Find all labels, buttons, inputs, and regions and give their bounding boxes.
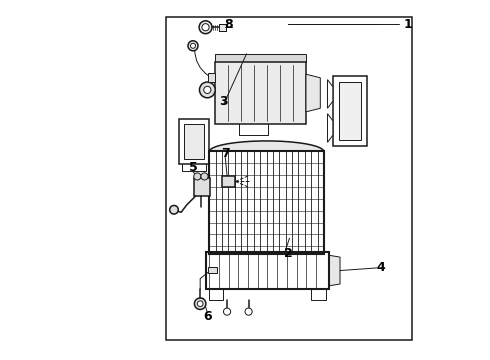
Circle shape	[197, 301, 203, 307]
Polygon shape	[339, 82, 361, 140]
Text: 4: 4	[377, 261, 386, 274]
Text: 1: 1	[404, 18, 413, 31]
Bar	[208, 267, 217, 273]
Circle shape	[191, 43, 196, 48]
Polygon shape	[209, 151, 324, 253]
Polygon shape	[327, 114, 333, 142]
Bar	[221, 176, 235, 187]
Polygon shape	[329, 255, 340, 286]
Polygon shape	[215, 62, 306, 125]
Polygon shape	[306, 74, 320, 112]
Polygon shape	[333, 76, 367, 146]
Bar	[219, 24, 225, 31]
Circle shape	[199, 82, 215, 98]
Circle shape	[199, 21, 212, 34]
Polygon shape	[179, 119, 209, 164]
Circle shape	[223, 308, 231, 315]
Text: 6: 6	[203, 310, 212, 323]
Text: 7: 7	[221, 147, 230, 159]
Circle shape	[204, 86, 211, 94]
Circle shape	[170, 206, 178, 214]
Circle shape	[194, 173, 201, 180]
Text: 5: 5	[189, 161, 197, 174]
Bar	[166, 17, 412, 339]
Text: 2: 2	[284, 247, 293, 260]
Polygon shape	[209, 141, 324, 152]
Polygon shape	[184, 124, 204, 159]
Bar	[208, 73, 215, 82]
Polygon shape	[205, 252, 329, 289]
Bar	[194, 178, 210, 196]
Polygon shape	[311, 289, 326, 300]
Circle shape	[188, 41, 198, 51]
Circle shape	[245, 308, 252, 315]
Circle shape	[201, 173, 208, 180]
Text: 8: 8	[224, 18, 233, 31]
Polygon shape	[215, 54, 306, 62]
Circle shape	[195, 298, 206, 310]
Circle shape	[202, 24, 209, 31]
Polygon shape	[327, 80, 333, 108]
Text: 3: 3	[219, 95, 228, 108]
Polygon shape	[209, 289, 223, 300]
